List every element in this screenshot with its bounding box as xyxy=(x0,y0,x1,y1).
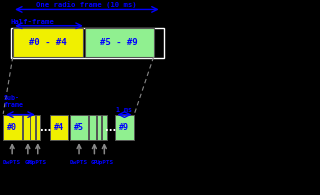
Bar xyxy=(102,115,107,140)
Text: Half-frame: Half-frame xyxy=(10,19,54,25)
Text: GP: GP xyxy=(24,160,31,165)
Bar xyxy=(89,115,96,140)
Bar xyxy=(50,115,68,140)
Bar xyxy=(70,115,88,140)
Text: #5 - #9: #5 - #9 xyxy=(100,38,138,47)
Bar xyxy=(85,28,154,57)
Text: GP: GP xyxy=(91,160,98,165)
Text: ...: ... xyxy=(105,123,117,133)
Bar xyxy=(30,115,35,140)
Bar xyxy=(11,28,164,58)
Text: #9: #9 xyxy=(119,123,130,132)
Text: UpPTS: UpPTS xyxy=(29,160,47,165)
Bar xyxy=(13,28,83,57)
Text: One radio frame (10 ms): One radio frame (10 ms) xyxy=(36,1,137,8)
Text: Sub-
frame: Sub- frame xyxy=(3,95,23,107)
Text: #0 - #4: #0 - #4 xyxy=(29,38,67,47)
Text: DwPTS: DwPTS xyxy=(70,160,88,165)
Bar xyxy=(97,115,101,140)
Text: #5: #5 xyxy=(74,123,84,132)
Text: 1 ms: 1 ms xyxy=(116,107,132,113)
Text: DwPTS: DwPTS xyxy=(3,160,21,165)
Text: #4: #4 xyxy=(54,123,64,132)
Bar xyxy=(115,115,134,140)
Bar xyxy=(3,115,22,140)
Bar xyxy=(36,115,40,140)
Text: ...: ... xyxy=(40,123,52,133)
Text: UpPTS: UpPTS xyxy=(95,160,113,165)
Bar xyxy=(23,115,30,140)
Text: #0: #0 xyxy=(7,123,18,132)
